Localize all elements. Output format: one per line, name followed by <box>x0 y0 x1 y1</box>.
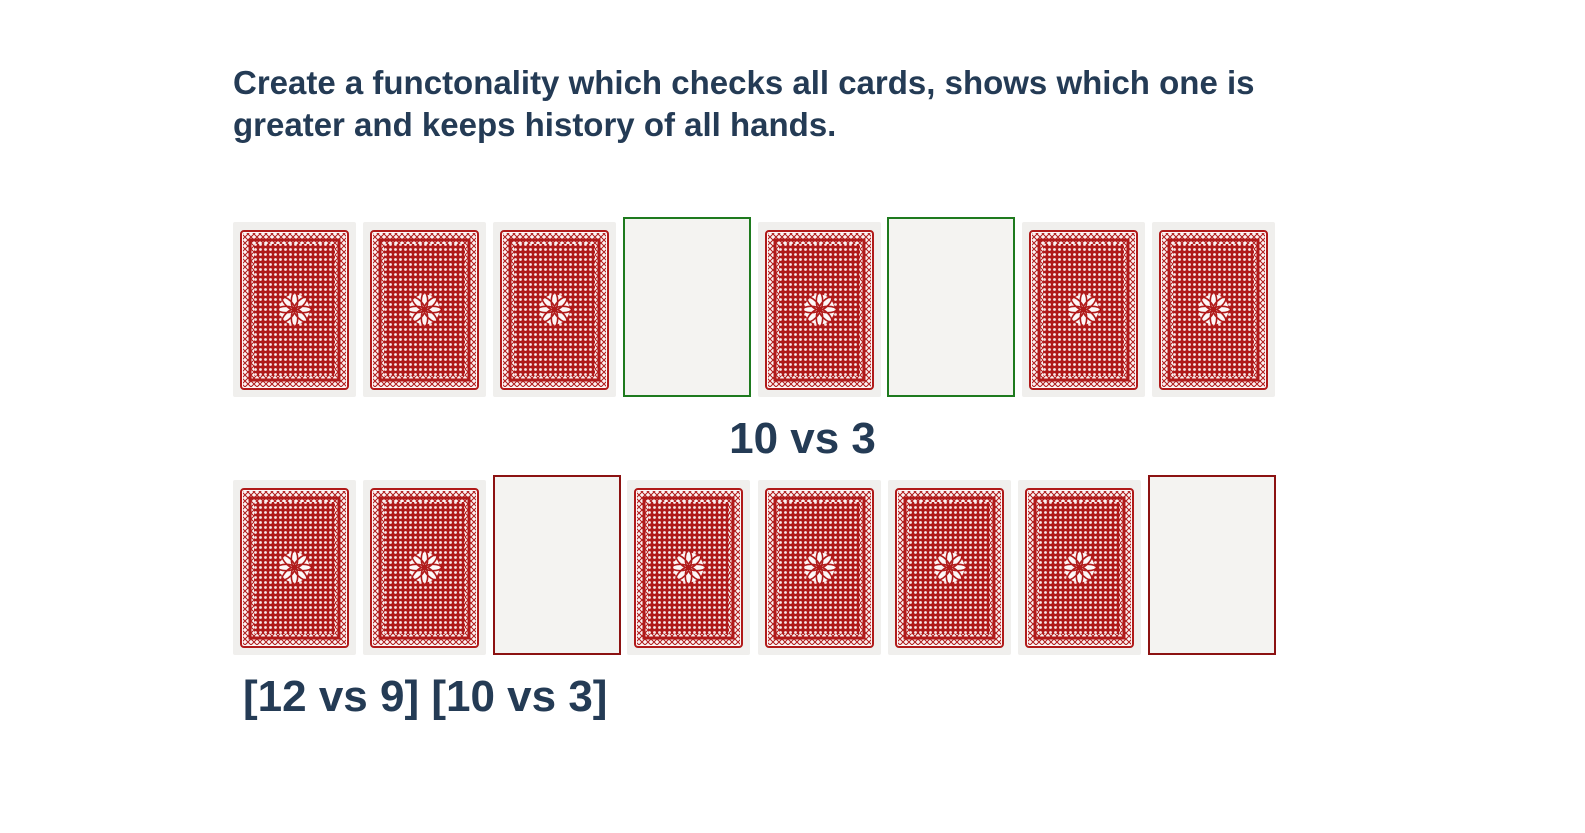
card-back[interactable] <box>758 222 881 397</box>
card-back[interactable] <box>888 480 1011 655</box>
current-hand-result: 10 vs 3 <box>729 414 876 463</box>
empty-card-slot[interactable] <box>623 217 751 397</box>
card-back[interactable] <box>493 222 616 397</box>
card-back[interactable] <box>233 222 356 397</box>
task-description: Create a functonality which checks all c… <box>233 64 1255 143</box>
empty-card-slot[interactable] <box>887 217 1015 397</box>
hand-history: [12 vs 9] [10 vs 3] <box>243 672 608 721</box>
card-back[interactable] <box>363 222 486 397</box>
card-back[interactable] <box>627 480 750 655</box>
empty-card-slot[interactable] <box>493 475 621 655</box>
empty-card-slot[interactable] <box>1148 475 1276 655</box>
card-back[interactable] <box>758 480 881 655</box>
card-back[interactable] <box>363 480 486 655</box>
card-back[interactable] <box>1152 222 1275 397</box>
card-back[interactable] <box>233 480 356 655</box>
card-back[interactable] <box>1018 480 1141 655</box>
card-back[interactable] <box>1022 222 1145 397</box>
